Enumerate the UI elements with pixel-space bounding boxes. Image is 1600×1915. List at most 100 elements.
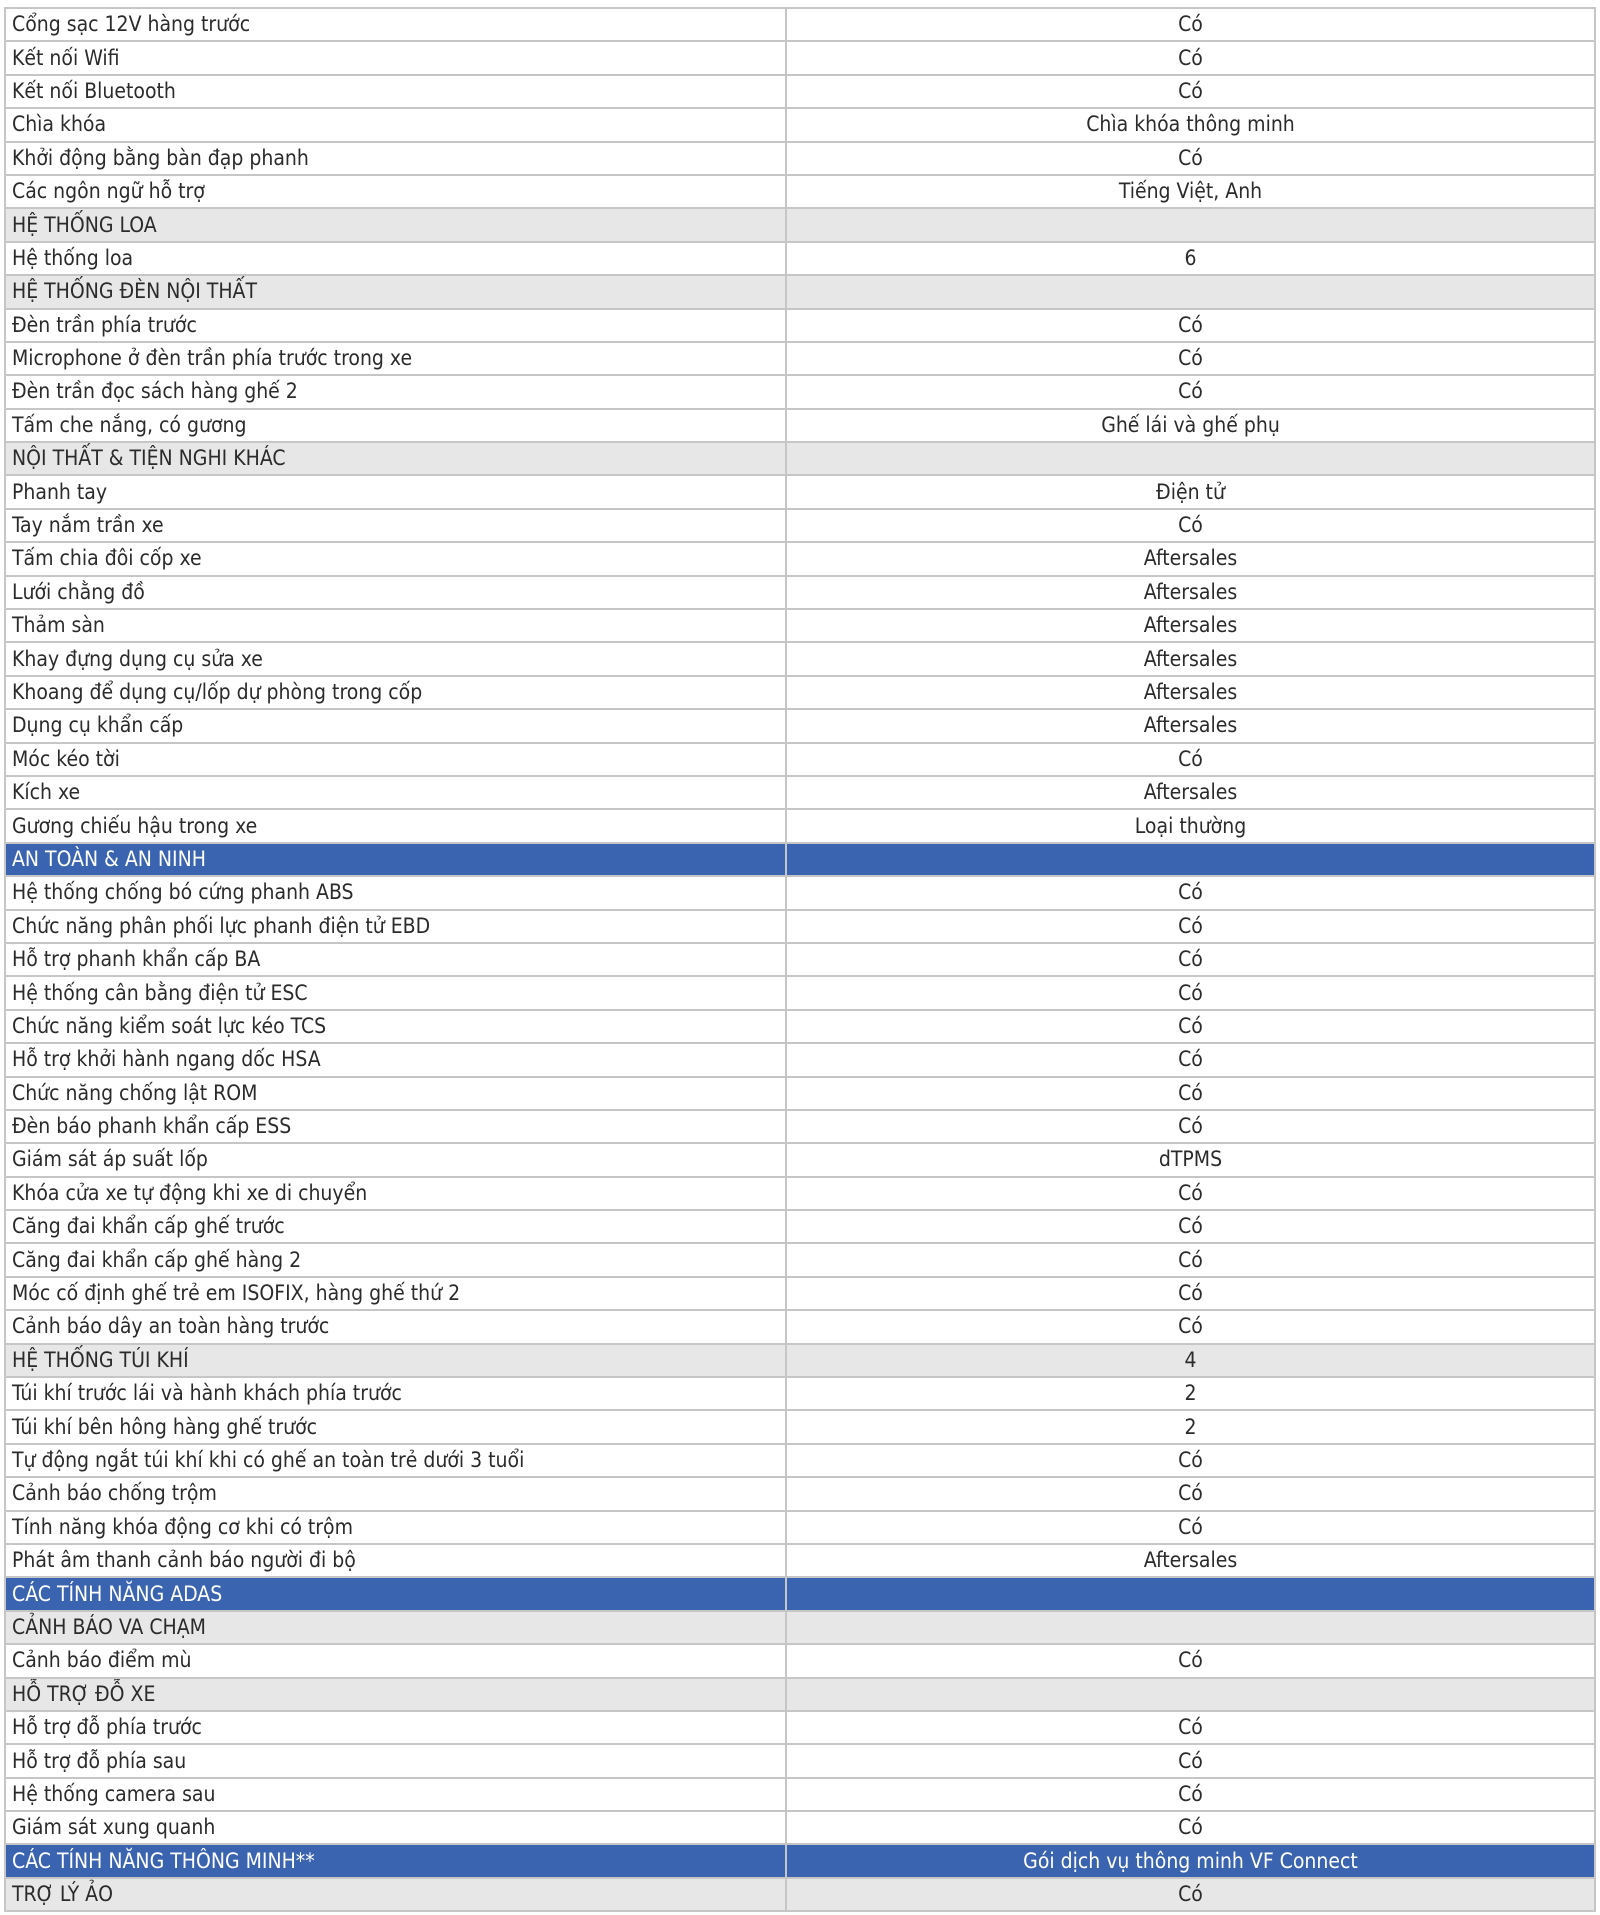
feature-value: Có (785, 1643, 1596, 1679)
table-row: Tự động ngắt túi khí khi có ghế an toàn … (4, 1442, 1596, 1479)
feature-label: Dụng cụ khẩn cấp (4, 708, 787, 744)
feature-value: Aftersales (785, 674, 1596, 711)
table-row: Đèn báo phanh khẩn cấp ESS Có (4, 1108, 1596, 1145)
table-row: Chức năng phân phối lực phanh điện tử EB… (4, 908, 1596, 944)
table-row: Các ngôn ngữ hỗ trợ Tiếng Việt, Anh (4, 173, 1596, 210)
table-row: Hỗ trợ đỗ phía sau Có (4, 1743, 1596, 1779)
table-row: Chìa khóa Chìa khóa thông minh (4, 107, 1596, 143)
feature-value: Aftersales (785, 574, 1596, 611)
feature-label: Kết nối Wifi (4, 40, 787, 76)
table-row: Căng đai khẩn cấp ghế trước Có (4, 1209, 1596, 1245)
table-row: Hệ thống loa 6 (4, 240, 1596, 277)
group-header-row: CÁC TÍNH NĂNG THÔNG MINH** Gói dịch vụ th… (4, 1843, 1596, 1879)
group-header-row: CÁC TÍNH NĂNG ADAS (4, 1576, 1596, 1612)
feature-label: Tay nắm trần xe (4, 507, 787, 544)
table-row: Cảnh báo điểm mù Có (4, 1643, 1596, 1679)
feature-value: Có (785, 875, 1596, 911)
feature-value: Có (785, 1709, 1596, 1746)
table-row: Túi khí trước lái và hành khách phía trư… (4, 1376, 1596, 1412)
feature-value: Aftersales (785, 608, 1596, 644)
feature-label: Hệ thống camera sau (4, 1776, 787, 1813)
feature-value (785, 1676, 1596, 1712)
feature-label: Hỗ trợ đỗ phía sau (4, 1743, 787, 1779)
feature-value: Có (785, 1876, 1596, 1913)
feature-label: Hỗ trợ khởi hành ngang dốc HSA (4, 1042, 787, 1078)
feature-label: Chìa khóa (4, 107, 787, 143)
table-row: Khoang để dụng cụ/lốp dự phòng trong cốp… (4, 674, 1596, 711)
feature-value: 6 (785, 240, 1596, 277)
table-row: Tấm chia đôi cốp xe Aftersales (4, 541, 1596, 577)
feature-value: Điện tử (785, 474, 1596, 510)
feature-value: Có (785, 340, 1596, 377)
table-row: Khay đựng dụng cụ sửa xe Aftersales (4, 641, 1596, 677)
feature-value: Có (785, 1743, 1596, 1779)
feature-label: CÁC TÍNH NĂNG ADAS (4, 1576, 787, 1612)
feature-label: Khởi động bằng bàn đạp phanh (4, 140, 787, 176)
feature-value: Aftersales (785, 541, 1596, 577)
group-header-row: AN TOÀN & AN NINH (4, 841, 1596, 878)
feature-value: Có (785, 908, 1596, 944)
section-header-row: HỖ TRỢ ĐỖ XE (4, 1676, 1596, 1712)
feature-value: Loại thường (785, 808, 1596, 844)
table-row: Giám sát áp suất lốp dTPMS (4, 1142, 1596, 1178)
feature-label: Microphone ở đèn trần phía trước trong x… (4, 340, 787, 377)
feature-label: Chức năng chống lật ROM (4, 1075, 787, 1111)
feature-label: HỆ THỐNG TÚI KHÍ (4, 1342, 787, 1379)
feature-label: Giám sát áp suất lốp (4, 1142, 787, 1178)
table-row: Giám sát xung quanh Có (4, 1810, 1596, 1846)
feature-label: Túi khí trước lái và hành khách phía trư… (4, 1376, 787, 1412)
feature-value: Có (785, 941, 1596, 978)
feature-label: TRỢ LÝ ẢO (4, 1876, 787, 1913)
table-row: Hệ thống chống bó cứng phanh ABS Có (4, 875, 1596, 911)
feature-value: Có (785, 507, 1596, 544)
table-row: Phanh tay Điện tử (4, 474, 1596, 510)
feature-value: Có (785, 1108, 1596, 1145)
feature-label: Các ngôn ngữ hỗ trợ (4, 173, 787, 210)
feature-value (785, 441, 1596, 477)
feature-label: Cảnh báo chống trộm (4, 1476, 787, 1512)
table-row: Chức năng kiểm soát lực kéo TCS Có (4, 1008, 1596, 1045)
feature-label: Tự động ngắt túi khí khi có ghế an toàn … (4, 1442, 787, 1479)
feature-label: Khay đựng dụng cụ sửa xe (4, 641, 787, 677)
section-header-row: NỘI THẤT & TIỆN NGHI KHÁC (4, 441, 1596, 477)
table-row: Lưới chằng đồ Aftersales (4, 574, 1596, 611)
feature-value: Ghế lái và ghế phụ (785, 407, 1596, 444)
feature-label: HỖ TRỢ ĐỖ XE (4, 1676, 787, 1712)
table-row: Thảm sàn Aftersales (4, 608, 1596, 644)
section-header-row: HỆ THỐNG LOA (4, 207, 1596, 243)
feature-value: Có (785, 1309, 1596, 1345)
feature-value: Có (785, 307, 1596, 343)
table-row: Kết nối Bluetooth Có (4, 73, 1596, 110)
section-header-row: TRỢ LÝ ẢO Có (4, 1876, 1596, 1913)
feature-value: 2 (785, 1409, 1596, 1445)
feature-label: CÁC TÍNH NĂNG THÔNG MINH** (4, 1843, 787, 1879)
feature-label: Khóa cửa xe tự động khi xe di chuyển (4, 1175, 787, 1212)
feature-label: Hệ thống loa (4, 240, 787, 277)
table-row: Microphone ở đèn trần phía trước trong x… (4, 340, 1596, 377)
feature-label: Hỗ trợ đỗ phía trước (4, 1709, 787, 1746)
feature-value: Có (785, 374, 1596, 410)
table-row: Dụng cụ khẩn cấp Aftersales (4, 708, 1596, 744)
table-row: Túi khí bên hông hàng ghế trước 2 (4, 1409, 1596, 1445)
feature-value: 4 (785, 1342, 1596, 1379)
table-row: Hỗ trợ phanh khẩn cấp BA Có (4, 941, 1596, 978)
feature-value: 2 (785, 1376, 1596, 1412)
table-row: Căng đai khẩn cấp ghế hàng 2 Có (4, 1242, 1596, 1278)
feature-label: Giám sát xung quanh (4, 1810, 787, 1846)
feature-value: Có (785, 1075, 1596, 1111)
feature-label: Đèn trần phía trước (4, 307, 787, 343)
feature-label: Cảnh báo điểm mù (4, 1643, 787, 1679)
table-row: Hỗ trợ đỗ phía trước Có (4, 1709, 1596, 1746)
table-row: Cảnh báo chống trộm Có (4, 1476, 1596, 1512)
feature-value: Aftersales (785, 708, 1596, 744)
feature-value: Có (785, 741, 1596, 777)
feature-value: Có (785, 1275, 1596, 1312)
feature-label: Đèn báo phanh khẩn cấp ESS (4, 1108, 787, 1145)
feature-value: Có (785, 1175, 1596, 1212)
table-row: Phát âm thanh cảnh báo người đi bộ Afters… (4, 1542, 1596, 1579)
table-row: Hỗ trợ khởi hành ngang dốc HSA Có (4, 1042, 1596, 1078)
section-header-row: HỆ THỐNG ĐÈN NỘI THẤT (4, 274, 1596, 310)
feature-label: Thảm sàn (4, 608, 787, 644)
feature-value: Tiếng Việt, Anh (785, 173, 1596, 210)
feature-label: Kích xe (4, 774, 787, 811)
